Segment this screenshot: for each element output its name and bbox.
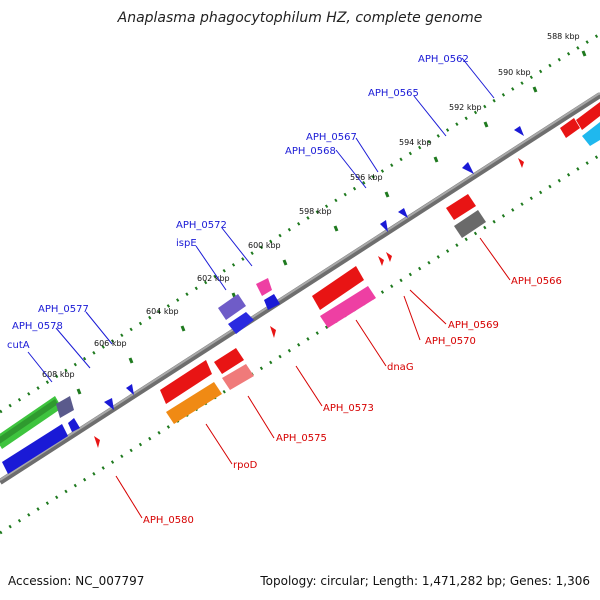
gene-label-ispE: ispE — [176, 238, 197, 249]
gene-label-APH_0562: APH_0562 — [418, 54, 469, 65]
gene-forward-arrow-d — [398, 208, 408, 218]
accession-text: Accession: NC_007797 — [8, 574, 145, 588]
gene-APH_0565-feature — [462, 162, 474, 174]
tick-mark — [483, 121, 489, 128]
leader-APH_0568 — [335, 149, 367, 189]
gene-APH_0566-feature — [446, 194, 476, 220]
tick-label: 598 kbp — [299, 207, 332, 216]
tick-label: 604 kbp — [146, 307, 179, 316]
gene-APH_0573-feature — [160, 360, 212, 404]
gene-label-APH_0572: APH_0572 — [176, 220, 227, 231]
tick-mark — [433, 156, 439, 163]
tick-mark — [180, 325, 186, 332]
tick-mark — [76, 388, 82, 395]
tick-label: 590 kbp — [498, 68, 531, 77]
tick-labels: 588 kbp 590 kbp 592 kbp 594 kbp 596 kbp 598 k… — [42, 32, 580, 379]
leader-cutA — [27, 351, 53, 383]
tick-mark — [333, 225, 339, 232]
gene-label-APH_0573: APH_0573 — [323, 403, 374, 414]
leader-APH_0573 — [295, 365, 323, 407]
gene-reverse-arrow-e — [518, 158, 524, 168]
gene-reverse-arrow-d — [386, 252, 392, 262]
gene-label-APH_0575: APH_0575 — [276, 433, 327, 444]
gene-label-APH_0567: APH_0567 — [306, 132, 357, 143]
tick-marks — [76, 50, 587, 395]
forward-features — [0, 102, 600, 449]
gene-rpoD-feature — [166, 382, 222, 424]
gene-cutA-shadow — [0, 399, 58, 444]
leader-lines — [27, 57, 511, 519]
tick-label: 592 kbp — [449, 103, 482, 112]
tick-label: 602 kbp — [197, 274, 230, 283]
gene-APH_0572-feature — [256, 278, 272, 296]
leader-ispE — [195, 245, 227, 291]
leader-APH_0575 — [247, 395, 275, 439]
gene-label-APH_0565: APH_0565 — [368, 88, 419, 99]
gene-label-APH_0577: APH_0577 — [38, 304, 89, 315]
gene-cyan-feature — [582, 122, 600, 146]
leader-dnaG — [355, 319, 387, 367]
leader-APH_0569 — [409, 289, 447, 325]
genome-summary-text: Topology: circular; Length: 1,471,282 bp… — [260, 574, 590, 588]
tick-mark — [128, 357, 134, 364]
gene-dnaG-feature-b — [320, 286, 376, 328]
gene-APH_0562-feature — [514, 126, 524, 136]
outer-dotted-track — [0, 32, 600, 414]
genome-backbone — [0, 92, 600, 485]
gene-label-APH_0568: APH_0568 — [285, 146, 336, 157]
gene-forward-arrow-b — [126, 384, 134, 395]
leader-APH_0577 — [85, 311, 113, 345]
gene-APH_0577-feature — [68, 418, 80, 432]
gene-ispE-feature — [218, 294, 246, 320]
gene-APH_0575-feature — [214, 348, 244, 374]
gene-APH_0572-feature-b — [264, 294, 280, 310]
tick-mark — [282, 259, 288, 266]
leader-APH_0566 — [479, 237, 511, 281]
gene-label-APH_0580: APH_0580 — [143, 515, 194, 526]
genome-backbone-highlight — [0, 92, 600, 481]
gene-label-cutA: cutA — [7, 340, 30, 351]
tick-label: 606 kbp — [94, 339, 127, 348]
leader-APH_0572 — [221, 227, 253, 267]
leader-APH_0562 — [461, 57, 495, 99]
leader-rpoD — [205, 423, 233, 465]
leader-APH_0580 — [115, 475, 143, 519]
tick-mark — [532, 86, 538, 93]
reverse-features — [2, 158, 524, 474]
gene-label-APH_0569: APH_0569 — [448, 320, 499, 331]
gene-label-dnaG: dnaG — [387, 362, 414, 373]
gene-forward-arrow-a — [104, 398, 114, 410]
tick-label: 594 kbp — [399, 138, 432, 147]
gene-APH_0575-feature-b — [222, 364, 254, 390]
gene-APH_0566-feature-b — [454, 210, 486, 238]
gene-label-APH_0578: APH_0578 — [12, 321, 63, 332]
tick-label: 608 kbp — [42, 370, 75, 379]
gene-reverse-arrow-a — [94, 436, 100, 448]
leader-APH_0570 — [403, 295, 421, 341]
gene-labels: APH_0562 APH_0565 APH_0567 APH_0568 APH_… — [7, 54, 562, 526]
tick-label: 596 kbp — [350, 173, 383, 182]
tick-mark — [384, 191, 390, 198]
gene-outer-red-a — [560, 118, 580, 138]
tick-label: 588 kbp — [547, 32, 580, 41]
leader-APH_0578 — [55, 327, 91, 369]
gene-label-APH_0566: APH_0566 — [511, 276, 562, 287]
tick-label: 600 kbp — [248, 241, 281, 250]
gene-ispE-feature-b — [228, 312, 254, 334]
gene-outer-red-b — [576, 102, 600, 130]
gene-reverse-arrow-b — [270, 326, 276, 338]
leader-APH_0565 — [413, 95, 447, 137]
gene-blue-large-feature — [2, 424, 68, 474]
gene-label-rpoD: rpoD — [233, 460, 258, 471]
gene-label-APH_0570: APH_0570 — [425, 336, 476, 347]
gene-dnaG-feature — [312, 266, 364, 310]
gene-forward-arrow-c — [380, 220, 388, 232]
leader-APH_0567 — [355, 137, 379, 173]
gene-APH_0578-feature — [56, 396, 74, 418]
map-title: Anaplasma phagocytophilum HZ, complete g… — [117, 10, 483, 26]
gene-reverse-arrow-c — [378, 256, 384, 266]
tick-mark — [581, 50, 587, 57]
